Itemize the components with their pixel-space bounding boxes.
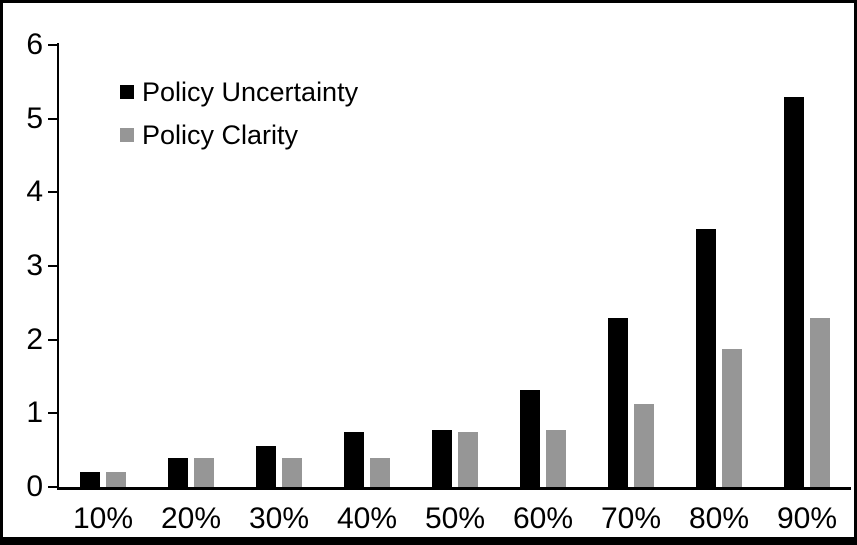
x-tick-label: 40% bbox=[336, 502, 398, 535]
bar-policy-uncertainty bbox=[256, 446, 276, 487]
bar-group bbox=[147, 37, 235, 487]
bar-policy-uncertainty bbox=[520, 390, 540, 487]
bar-policy-clarity bbox=[106, 472, 126, 487]
y-tick-label: 4 bbox=[26, 175, 43, 209]
y-tick bbox=[48, 265, 58, 267]
bar-policy-clarity bbox=[722, 349, 742, 487]
bar-group bbox=[587, 37, 675, 487]
y-tick-label: 2 bbox=[26, 322, 43, 356]
x-axis-line bbox=[57, 487, 851, 490]
x-tick-label: 60% bbox=[512, 502, 574, 535]
x-tick-label: 10% bbox=[72, 502, 134, 535]
y-tick-label: 5 bbox=[26, 101, 43, 135]
bar-policy-clarity bbox=[634, 404, 654, 487]
x-tick-label: 50% bbox=[424, 502, 486, 535]
bar-policy-clarity bbox=[370, 458, 390, 487]
legend-label: Policy Uncertainty bbox=[142, 76, 359, 107]
y-tick bbox=[48, 191, 58, 194]
bar-group bbox=[763, 37, 851, 487]
y-tick-label: 3 bbox=[26, 249, 43, 282]
bar-group bbox=[499, 37, 587, 487]
bar-policy-uncertainty bbox=[344, 432, 364, 487]
bar-group bbox=[411, 37, 499, 487]
y-tick bbox=[48, 338, 58, 341]
bar-group bbox=[675, 37, 763, 487]
x-tick-label: 30% bbox=[248, 502, 310, 535]
bar-policy-clarity bbox=[282, 458, 302, 487]
x-tick-label: 70% bbox=[600, 502, 662, 535]
bar-group bbox=[59, 37, 147, 487]
bar-policy-uncertainty bbox=[168, 458, 188, 487]
legend-item-policy-clarity: Policy Clarity bbox=[120, 120, 358, 150]
x-tick-label: 20% bbox=[160, 502, 222, 535]
bar-policy-clarity bbox=[810, 318, 830, 487]
legend-label: Policy Clarity bbox=[142, 119, 299, 150]
bar-policy-uncertainty bbox=[80, 472, 100, 487]
y-tick bbox=[48, 117, 58, 120]
y-tick-label: 6 bbox=[26, 28, 43, 61]
legend: Policy Uncertainty Policy Clarity bbox=[120, 77, 358, 163]
bar-policy-uncertainty bbox=[432, 430, 452, 487]
bar-policy-clarity bbox=[194, 458, 214, 487]
y-tick bbox=[48, 412, 58, 415]
bar-policy-clarity bbox=[546, 430, 566, 487]
y-axis-line bbox=[57, 43, 59, 487]
x-tick-label: 80% bbox=[688, 502, 750, 535]
bar-policy-uncertainty bbox=[696, 229, 716, 487]
bar-policy-uncertainty bbox=[784, 97, 804, 487]
bar-group bbox=[323, 37, 411, 487]
legend-swatch-gray-icon bbox=[120, 128, 134, 142]
legend-swatch-black-icon bbox=[120, 85, 134, 99]
y-tick-label: 0 bbox=[26, 470, 43, 503]
y-tick-label: 1 bbox=[26, 396, 43, 430]
y-tick bbox=[48, 44, 58, 46]
bar-group bbox=[235, 37, 323, 487]
legend-item-policy-uncertainty: Policy Uncertainty bbox=[120, 77, 358, 107]
bar-policy-clarity bbox=[458, 432, 478, 487]
x-tick-label: 90% bbox=[776, 502, 838, 535]
bar-policy-uncertainty bbox=[608, 318, 628, 487]
y-tick bbox=[48, 486, 58, 488]
